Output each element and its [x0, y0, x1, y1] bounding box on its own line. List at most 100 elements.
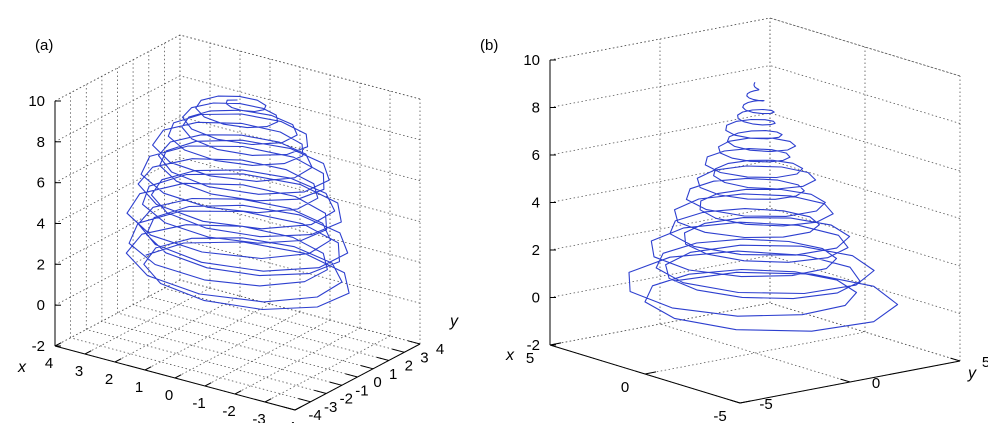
x-tick-label: 2: [105, 371, 113, 388]
wall-gridline: [549, 160, 771, 203]
x-axis-label: x: [17, 359, 27, 376]
x-tick-label: -5: [713, 408, 726, 423]
y-tick-mark: [840, 378, 851, 383]
x-tick-label: 3: [75, 363, 83, 380]
y-tick-mark: [407, 340, 421, 345]
z-tick-label: -2: [527, 337, 540, 354]
x-tick-label: 5: [526, 350, 534, 367]
y-tick-label: 3: [420, 349, 428, 366]
panel-label: (a): [35, 37, 53, 54]
y-axis-label: y: [449, 313, 459, 330]
z-tick-label: 8: [532, 100, 540, 117]
y-tick-mark: [950, 357, 961, 362]
floor-gridline: [264, 335, 391, 403]
floor-gridline: [148, 296, 389, 361]
y-tick-mark: [329, 381, 343, 386]
x-axis-label: x: [505, 347, 515, 364]
wall-gridline: [179, 75, 421, 141]
y-tick-label: -4: [308, 407, 321, 423]
y-tick-label: 0: [373, 374, 381, 391]
wall-gridline: [549, 255, 771, 298]
floor-gridline: [117, 312, 358, 378]
z-tick-label: 6: [532, 147, 540, 164]
y-tick-mark: [360, 365, 374, 370]
z-tick-label: 2: [532, 242, 540, 259]
wall-gridline: [769, 302, 961, 362]
x-tick-mark: [549, 342, 562, 346]
floor-gridline: [70, 337, 311, 403]
y-tick-label: 2: [405, 358, 413, 375]
x-tick-mark: [204, 382, 212, 387]
wall-gridline: [179, 116, 421, 182]
wall-gridline: [179, 157, 421, 222]
floor-gridline: [144, 303, 271, 371]
x-tick-mark: [114, 358, 122, 363]
helix-curve: [628, 82, 899, 332]
y-tick-mark: [345, 373, 358, 378]
wall-gridline: [549, 65, 771, 108]
wall-top-edge: [549, 17, 961, 77]
wall-gridline: [179, 238, 421, 304]
y-tick-mark: [298, 398, 311, 403]
grid-lines: [549, 17, 961, 404]
x-tick-mark: [234, 390, 242, 395]
x-tick-label: 1: [135, 379, 143, 396]
wall-gridline: [549, 207, 771, 251]
x-tick-mark: [644, 371, 657, 375]
x-tick-label: -1: [192, 395, 205, 412]
x-tick-mark: [144, 366, 152, 371]
wall-gridline: [769, 207, 961, 267]
x-tick-mark: [84, 350, 92, 355]
floor-gridline: [234, 327, 361, 395]
wall-gridline: [179, 279, 421, 345]
x-tick-label: 0: [165, 387, 173, 404]
wall-gridline: [769, 65, 961, 124]
z-tick-label: 10: [523, 52, 540, 69]
floor-gridline: [659, 323, 851, 383]
wall-top-edge: [54, 34, 421, 102]
x-tick-label: 0: [621, 379, 629, 396]
x-tick-label: -4: [282, 419, 295, 423]
wall-gridline: [769, 17, 961, 77]
x-tick-mark: [174, 374, 182, 379]
z-tick-label: 0: [532, 290, 540, 307]
floor-gridline: [101, 320, 343, 386]
wall-gridline: [769, 255, 961, 314]
y-tick-label: -2: [340, 391, 353, 408]
z-tick-label: 6: [37, 175, 45, 192]
y-tick-label: 0: [872, 375, 880, 392]
wall-gridline: [549, 112, 771, 156]
z-tick-label: 2: [37, 256, 45, 273]
x-tick-label: -3: [252, 411, 265, 423]
wall-gridline: [179, 197, 421, 263]
floor-gridline: [86, 329, 327, 394]
y-tick-mark: [376, 356, 389, 361]
y-tick-label: -5: [759, 396, 772, 413]
z-tick-label: 8: [37, 134, 45, 151]
z-tick-label: 0: [37, 297, 45, 314]
wall-gridline: [769, 112, 961, 172]
floor-gridline: [644, 331, 866, 375]
y-tick-label: 1: [389, 366, 397, 383]
z-tick-label: -2: [32, 338, 45, 355]
panel-label: (b): [480, 37, 498, 54]
y-tick-label: -1: [355, 382, 368, 399]
y-tick-label: 5: [982, 354, 988, 371]
y-axis-label: y: [967, 365, 977, 382]
y-tick-mark: [314, 389, 327, 394]
grid-lines: [54, 34, 421, 411]
x-tick-label: -2: [222, 403, 235, 420]
x-tick-label: 4: [45, 355, 53, 372]
y-tick-mark: [392, 348, 405, 353]
x-tick-mark: [294, 406, 302, 411]
floor-gridline: [132, 304, 374, 370]
wall-gridline: [549, 302, 771, 346]
helix-curve: [125, 95, 350, 311]
floor-gridline: [114, 295, 241, 363]
x-tick-mark: [54, 342, 62, 347]
floor-gridline: [164, 287, 405, 353]
z-tick-label: 4: [532, 195, 540, 212]
